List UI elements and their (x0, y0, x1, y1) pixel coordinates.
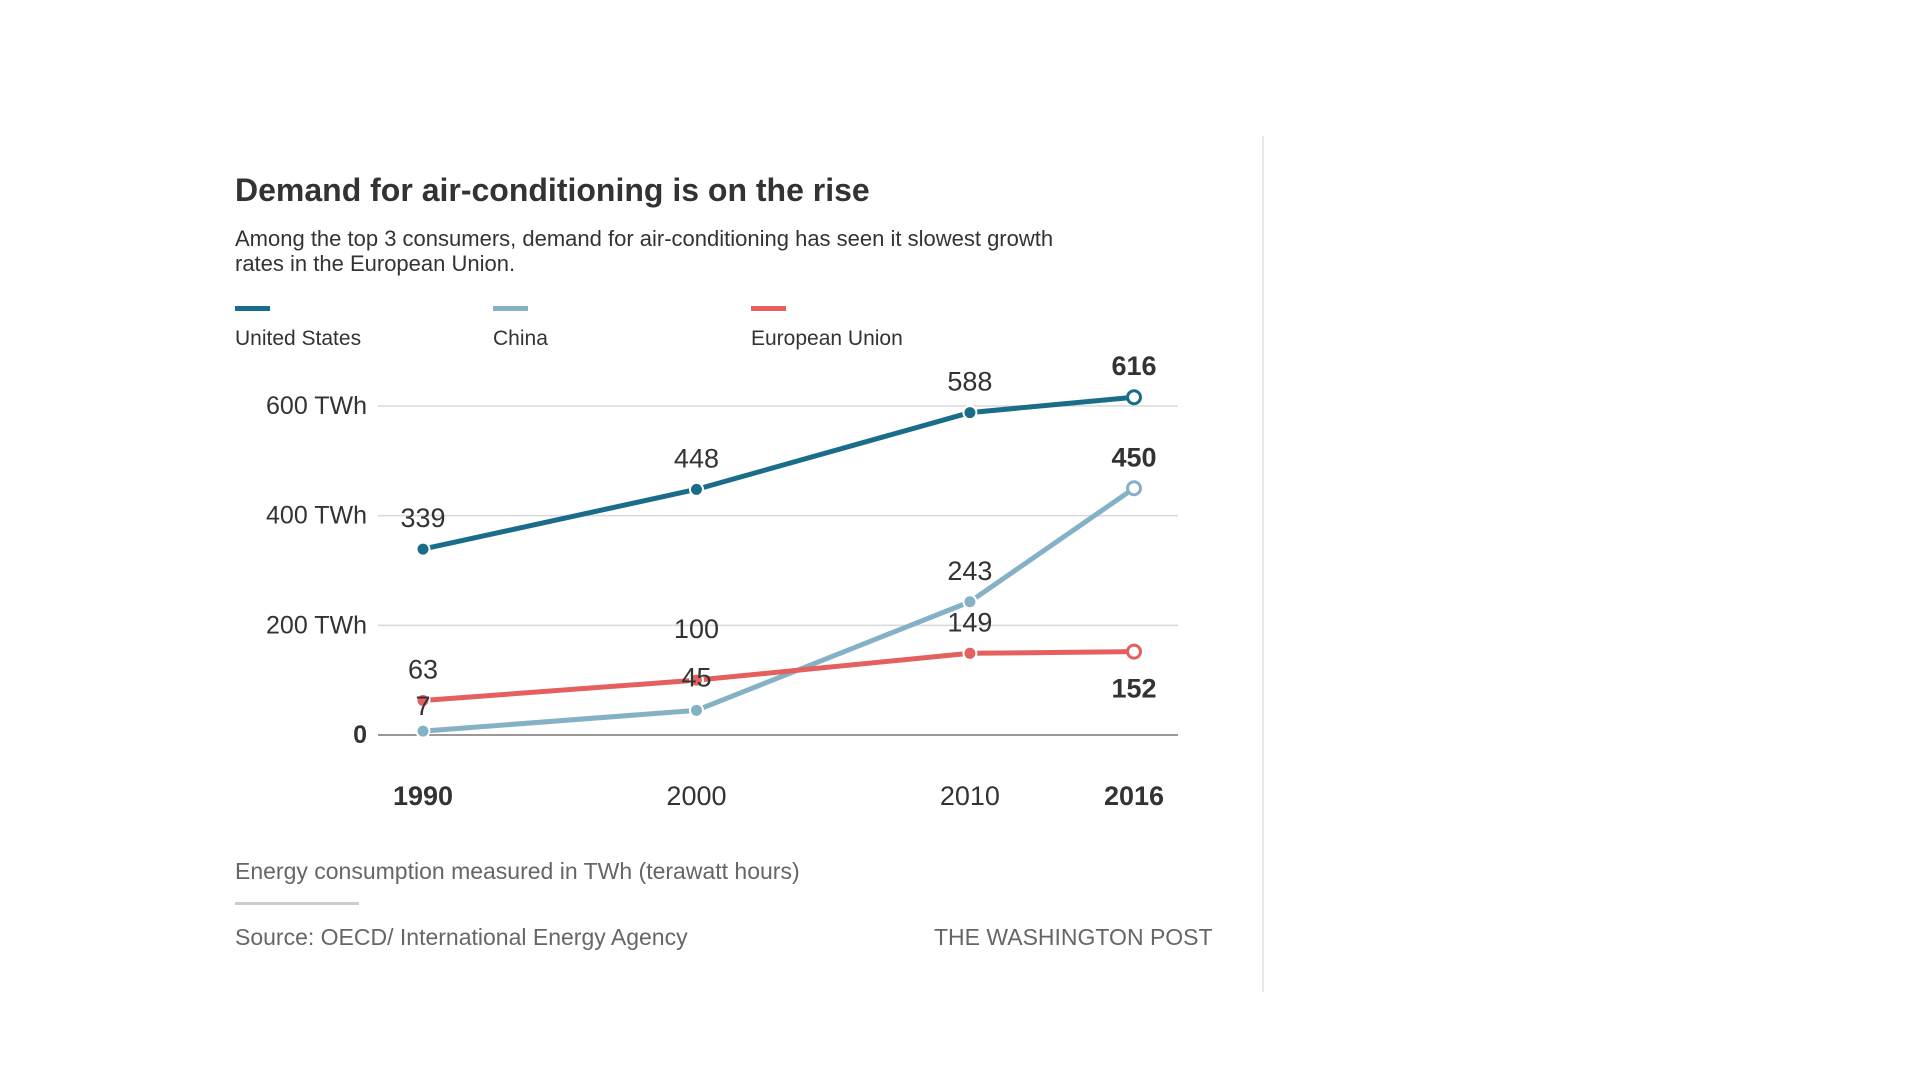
source-credit: Source: OECD/ International Energy Agenc… (235, 924, 688, 950)
data-point-european-union-2016 (1126, 643, 1142, 660)
chart-subtitle: Among the top 3 consumers, demand for ai… (235, 226, 1054, 276)
data-point-united-states-2016 (1126, 389, 1142, 406)
data-label-european-union-2010: 149 (947, 607, 992, 637)
data-label-china-2010: 243 (947, 556, 992, 586)
x-tick-label-1990: 1990 (393, 781, 453, 811)
series-line-united-states (420, 394, 1137, 552)
legend-label-united-states: United States (235, 327, 362, 350)
x-tick-label-2016: 2016 (1104, 781, 1164, 811)
series-line-european-union (420, 649, 1137, 703)
y-tick-label-200: 200 TWh (266, 611, 367, 639)
data-point-united-states-2000 (688, 481, 704, 497)
data-label-united-states-2000: 448 (674, 443, 719, 473)
note-rule (235, 902, 359, 905)
y-tick-label-600: 600 TWh (266, 392, 367, 420)
chart-title: Demand for air-conditioning is on the ri… (235, 172, 870, 208)
data-point-european-union-2010 (962, 645, 978, 661)
panel-divider (1262, 136, 1264, 992)
legend-item-european-union: European Union (751, 306, 903, 351)
publisher-credit: THE WASHINGTON POST (934, 924, 1213, 950)
data-label-european-union-2016: 152 (1111, 674, 1156, 704)
y-tick-label-400: 400 TWh (266, 502, 367, 530)
data-label-united-states-2016: 616 (1111, 351, 1156, 381)
chart-note: Energy consumption measured in TWh (tera… (235, 858, 800, 884)
x-tick-label-2010: 2010 (940, 781, 1000, 811)
data-point-united-states-2010 (962, 405, 978, 421)
legend-item-united-states: United States (235, 306, 361, 351)
legend-swatch-china (493, 306, 528, 311)
legend-swatch-european-union (751, 306, 786, 311)
data-label-european-union-1990: 63 (408, 654, 438, 684)
data-label-united-states-2010: 588 (947, 367, 992, 397)
data-label-european-union-2000: 100 (674, 614, 719, 644)
data-point-china-2000 (688, 702, 704, 718)
data-point-european-union-1990 (415, 692, 431, 708)
legend-label-european-union: European Union (751, 327, 903, 350)
legend-swatch-united-states (235, 306, 270, 311)
data-label-united-states-1990: 339 (400, 503, 445, 533)
data-label-china-1990: 7 (415, 691, 430, 721)
legend-label-china: China (493, 327, 548, 350)
data-point-united-states-1990 (415, 541, 431, 557)
data-point-china-2010 (962, 594, 978, 610)
data-point-china-1990 (415, 723, 431, 739)
data-label-china-2000: 45 (681, 662, 711, 692)
data-point-china-2016 (1126, 480, 1142, 497)
data-label-china-2016: 450 (1111, 442, 1156, 472)
data-point-european-union-2000 (688, 672, 704, 688)
y-tick-label-0: 0 (353, 721, 367, 749)
series-line-china (420, 485, 1137, 734)
legend-item-china: China (493, 306, 548, 351)
x-tick-label-2000: 2000 (666, 781, 726, 811)
